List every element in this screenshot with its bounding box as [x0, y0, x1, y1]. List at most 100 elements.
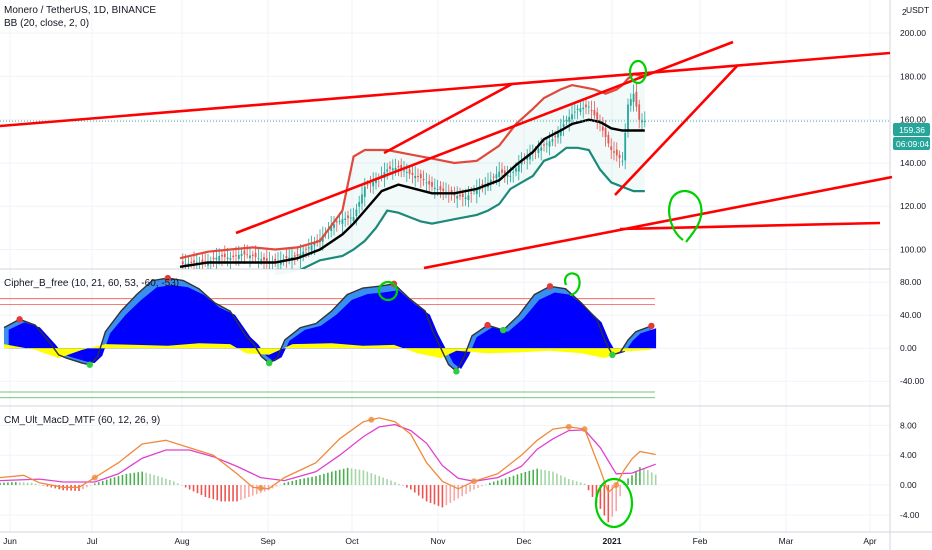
trendlines[interactable]: [0, 40, 893, 270]
cross-dot: [471, 478, 477, 485]
trendline: [383, 82, 513, 155]
candle-body: [615, 149, 618, 156]
macd-label: CM_Ult_MacD_MTF (60, 12, 26, 9): [4, 415, 160, 426]
candle-body: [235, 255, 237, 257]
candle-body: [428, 180, 431, 185]
candle-body: [215, 257, 218, 260]
cross-dot: [581, 426, 588, 433]
candle-body: [254, 252, 257, 258]
macd-histogram-bar: [133, 472, 136, 486]
macd-histogram-bar: [129, 473, 132, 486]
candle-body: [414, 175, 417, 179]
macd-histogram-bar: [303, 478, 305, 486]
candle-body: [184, 263, 187, 266]
candle-body: [551, 139, 554, 142]
last-price-value: 159.36: [899, 125, 925, 135]
candle-body: [559, 128, 562, 136]
macd-histogram-bar: [457, 485, 459, 499]
macd-histogram-bar: [639, 467, 641, 486]
macd-histogram-bar: [279, 484, 282, 486]
sell-dot: [484, 321, 491, 329]
macd-histogram-bar: [560, 475, 562, 486]
candle-body: [394, 167, 397, 172]
highlight-circle: [564, 272, 581, 297]
hand-annotations[interactable]: [377, 59, 703, 529]
macd-histogram-bar: [255, 485, 258, 495]
macd-histogram-bar: [101, 480, 104, 486]
symbol-title: Monero / TetherUS, 1D, BINANCE: [4, 5, 156, 16]
candle-body: [431, 181, 433, 187]
macd-pane[interactable]: [0, 416, 657, 523]
macd-histogram-bar: [485, 484, 487, 486]
candle-body: [193, 260, 195, 263]
macd-histogram-bar: [647, 470, 649, 486]
macd-histogram-bar: [149, 473, 151, 486]
candle-body: [221, 254, 223, 257]
macd-histogram-bar: [548, 470, 550, 486]
candle-body: [190, 261, 193, 263]
candle-body: [618, 154, 621, 159]
macd-histogram-bar: [587, 485, 590, 491]
price-pane[interactable]: [0, 40, 893, 276]
macd-histogram-bar: [311, 476, 313, 486]
candle-body: [375, 180, 377, 184]
candle-body: [288, 257, 291, 260]
candle-body: [257, 258, 260, 259]
candle-body: [475, 188, 478, 195]
macd-histogram-bar: [627, 478, 629, 486]
macd-histogram-bar: [342, 468, 345, 486]
scale-mark: 2: [902, 7, 907, 17]
candle-body: [389, 166, 391, 169]
macd-histogram-bar: [425, 485, 428, 502]
macd-histogram-bar: [453, 485, 456, 501]
currency-label: USDT: [906, 5, 929, 15]
candle-body: [352, 217, 355, 221]
candle-body: [246, 254, 249, 256]
candle-body: [638, 104, 641, 120]
candle-body: [263, 257, 265, 261]
candle-body: [313, 243, 316, 246]
macd-histogram-bar: [82, 485, 84, 490]
candle-body: [624, 132, 627, 161]
cipher-pane[interactable]: [0, 274, 657, 399]
macd-histogram-bar: [481, 485, 483, 487]
macd-histogram-bar: [7, 482, 9, 486]
candle-body: [461, 193, 464, 198]
candle-body: [305, 248, 307, 250]
macd-histogram-bar: [421, 485, 424, 499]
macd-histogram-bar: [469, 485, 471, 492]
macd-histogram-bar: [94, 483, 96, 486]
countdown-tag: 06:09:04: [893, 137, 930, 150]
macd-histogram-bar: [240, 485, 242, 500]
sell-dot: [546, 283, 554, 290]
candle-body: [470, 192, 473, 194]
macd-histogram-bar: [283, 482, 286, 486]
candle-body: [573, 111, 576, 113]
macd-histogram-bar: [208, 485, 211, 499]
trendline: [0, 51, 891, 128]
candle-body: [571, 114, 573, 120]
macd-histogram-bar: [275, 485, 278, 487]
x-tick-label: Aug: [174, 536, 189, 546]
bb-lower-line: [299, 146, 645, 269]
x-tick-label: Sep: [260, 536, 275, 546]
macd-histogram-bar: [540, 469, 542, 486]
candle-body: [495, 174, 498, 179]
macd-histogram-bar: [176, 483, 179, 486]
candle-body: [316, 239, 319, 241]
candle-body: [635, 91, 638, 107]
candle-body: [459, 194, 461, 197]
macd-histogram-bar: [109, 478, 112, 486]
candle-body: [232, 255, 235, 258]
candle-body: [240, 253, 243, 256]
candle-body: [285, 256, 288, 259]
candle-body: [540, 147, 543, 151]
macd-histogram-bar: [473, 485, 475, 490]
candle-body: [529, 154, 531, 160]
trendline: [235, 40, 734, 235]
buy-dot: [500, 326, 507, 334]
candle-body: [310, 245, 313, 251]
candle-body: [218, 256, 221, 261]
